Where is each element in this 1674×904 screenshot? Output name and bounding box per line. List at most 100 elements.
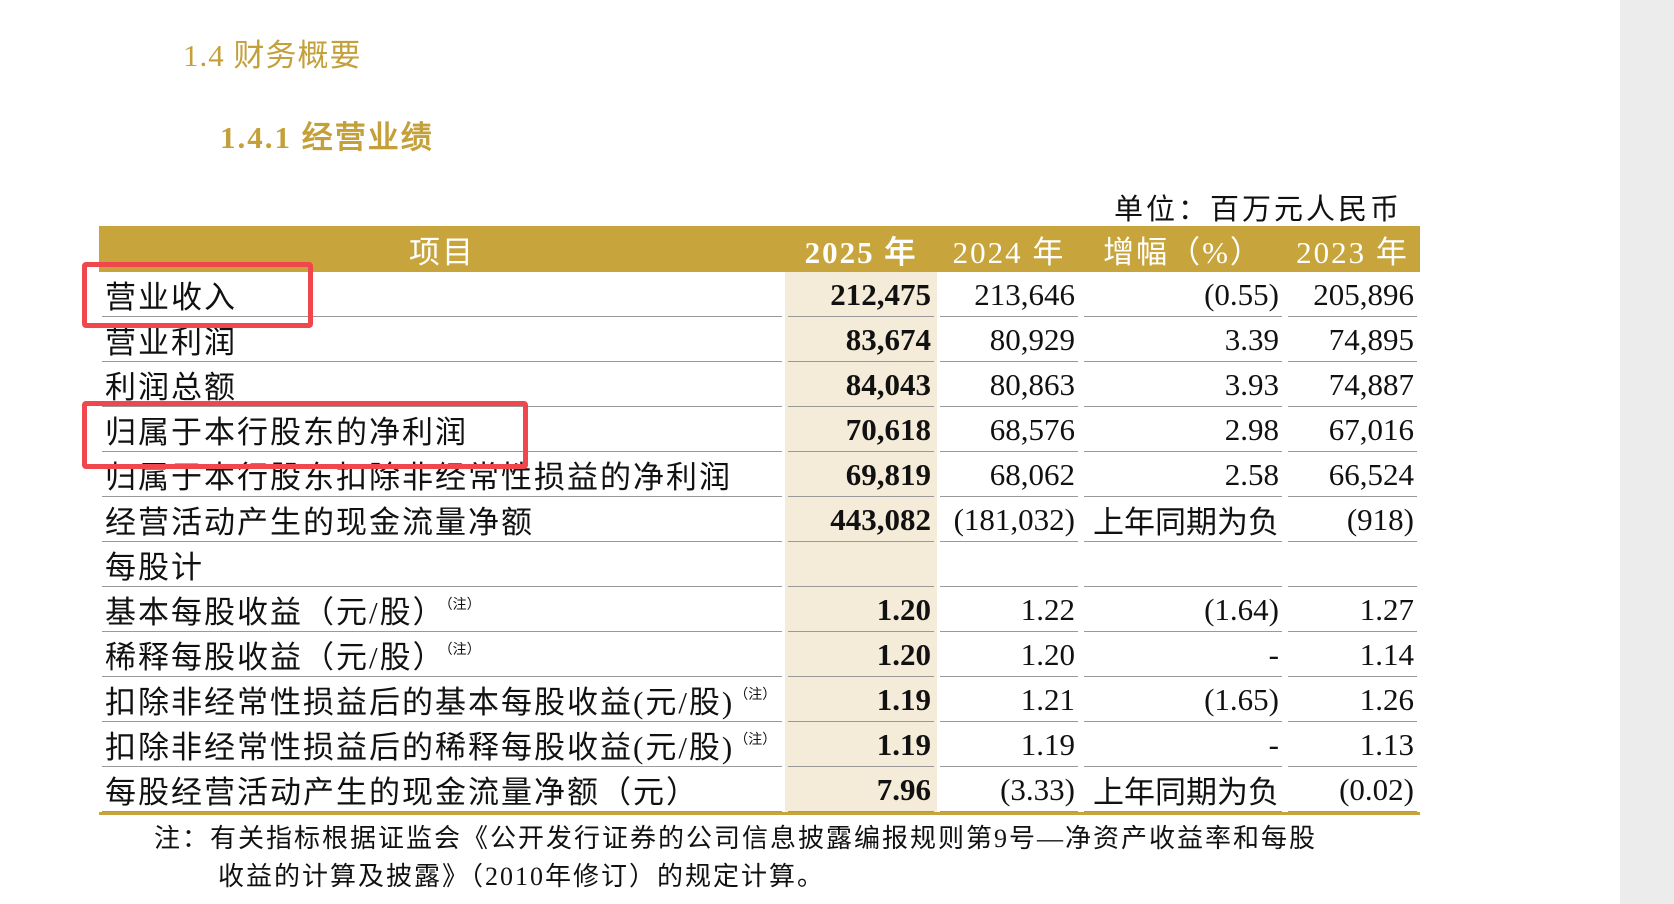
header-cell: 2023 年	[1285, 226, 1420, 272]
note-marker: （注）	[734, 688, 777, 703]
table-row: 归属于本行股东的净利润 70,618 68,576 2.98 67,016	[99, 407, 1420, 452]
label-text: 稀释每股收益（元/股）	[105, 640, 446, 675]
value-cell: 3.93	[1081, 362, 1285, 407]
row-label: 每股计	[99, 542, 785, 587]
value-cell: 3.39	[1081, 317, 1285, 362]
value-cell: 1.20	[785, 632, 937, 677]
row-label: 归属于本行股东的净利润	[99, 407, 785, 452]
note-marker: （注）	[445, 598, 481, 613]
value-cell: 84,043	[785, 362, 937, 407]
label-text: 归属于本行股东的净利润	[105, 415, 468, 450]
row-label: 稀释每股收益（元/股）（注）	[99, 632, 785, 677]
label-text: 扣除非经常性损益后的稀释每股收益(元/股)	[105, 730, 735, 765]
table-row: 营业利润 83,674 80,929 3.39 74,895	[99, 317, 1420, 362]
table-row: 基本每股收益（元/股）（注） 1.20 1.22 (1.64) 1.27	[99, 587, 1420, 632]
highlight-box	[82, 262, 313, 328]
value-cell: 1.19	[937, 722, 1081, 767]
value-cell: 66,524	[1285, 452, 1420, 497]
label-text: 营业利润	[105, 325, 237, 360]
empty-cell	[785, 542, 937, 587]
value-cell: 67,016	[1285, 407, 1420, 452]
table-row: 扣除非经常性损益后的稀释每股收益(元/股)（注） 1.19 1.19-1.13	[99, 722, 1420, 767]
value-cell: 上年同期为负	[1081, 767, 1285, 815]
value-cell: 1.20	[937, 632, 1081, 677]
label-text: 每股经营活动产生的现金流量净额（元）	[105, 775, 699, 810]
value-cell: 69,819	[785, 452, 937, 497]
table-row: 营业收入 212,475 213,646 (0.55) 205,896	[99, 272, 1420, 317]
value-cell: 1.21	[937, 677, 1081, 722]
row-label: 营业利润	[99, 317, 785, 362]
label-text: 扣除非经常性损益后的基本每股收益(元/股)	[105, 685, 735, 720]
row-label: 扣除非经常性损益后的稀释每股收益(元/股)（注）	[99, 722, 785, 767]
note-line: 注：有关指标根据证监会《公开发行证券的公司信息披露编报规则第9号—净资产收益率和…	[154, 824, 1318, 853]
value-cell: -	[1081, 632, 1285, 677]
label-text: 营业收入	[105, 280, 237, 315]
value-cell: 2.98	[1081, 407, 1285, 452]
unit: 单位：百万元人民币	[1113, 194, 1402, 226]
table-row: 经营活动产生的现金流量净额 443,082 (181,032) 上年同期为负 (918)	[99, 497, 1420, 542]
value-cell: (181,032)	[937, 497, 1081, 542]
value-cell: 1.26	[1285, 677, 1420, 722]
value-cell: 74,887	[1285, 362, 1420, 407]
value-cell: 68,576	[937, 407, 1081, 452]
table-body: 营业收入 212,475 213,646 (0.55) 205,896 营业利润 83,67…	[99, 272, 1420, 815]
value-cell: -	[1081, 722, 1285, 767]
value-cell: 70,618	[785, 407, 937, 452]
value-cell: 1.14	[1285, 632, 1420, 677]
note-marker: （注）	[734, 733, 777, 748]
label-text: 经营活动产生的现金流量净额	[105, 505, 534, 540]
table-row: 归属于本行股东扣除非经常性损益的净利润 69,819 68,062 2.58 66,52…	[99, 452, 1420, 497]
label-text: 每股计	[105, 550, 204, 585]
table-row: 每股经营活动产生的现金流量净额（元） 7.96 (3.33) 上年同期为负 (0.02)	[99, 767, 1420, 815]
value-cell: 2.58	[1081, 452, 1285, 497]
row-label: 基本每股收益（元/股）（注）	[99, 587, 785, 632]
value-cell: 80,863	[937, 362, 1081, 407]
scrollbar[interactable]	[1620, 0, 1674, 904]
value-cell: 1.13	[1285, 722, 1420, 767]
row-label: 经营活动产生的现金流量净额	[99, 497, 785, 542]
value-cell: (1.64)	[1081, 587, 1285, 632]
value-cell: 1.19	[785, 677, 937, 722]
value-cell: (0.02)	[1285, 767, 1420, 815]
value-cell: 213,646	[937, 272, 1081, 317]
header-cell: 增幅（%）	[1081, 226, 1285, 272]
row-label: 营业收入	[99, 272, 785, 317]
value-cell: 212,475	[785, 272, 937, 317]
value-cell: (918)	[1285, 497, 1420, 542]
header-cell: 2024 年	[937, 226, 1081, 272]
value-cell: (1.65)	[1081, 677, 1285, 722]
row-label: 每股经营活动产生的现金流量净额（元）	[99, 767, 785, 815]
empty-cell	[1285, 542, 1420, 587]
value-cell: 1.20	[785, 587, 937, 632]
value-cell: 1.19	[785, 722, 937, 767]
header-cell: 2025 年	[785, 226, 937, 272]
label-text: 基本每股收益（元/股）	[105, 595, 446, 630]
value-cell: 1.27	[1285, 587, 1420, 632]
subheading: 1.4.1 经营业绩	[220, 120, 434, 155]
table-row: 稀释每股收益（元/股）（注） 1.20 1.20-1.14	[99, 632, 1420, 677]
value-cell: 上年同期为负	[1081, 497, 1285, 542]
row-label: 扣除非经常性损益后的基本每股收益(元/股)（注）	[99, 677, 785, 722]
value-cell: 1.22	[937, 587, 1081, 632]
value-cell: 74,895	[1285, 317, 1420, 362]
empty-cell	[937, 542, 1081, 587]
value-cell: (3.33)	[937, 767, 1081, 815]
value-cell: 7.96	[785, 767, 937, 815]
highlight-box	[82, 401, 528, 469]
label-text: 利润总额	[105, 370, 237, 405]
value-cell: 205,896	[1285, 272, 1420, 317]
header-row: 项目 2025 年 2024 年增幅（%） 2023 年	[99, 226, 1420, 272]
value-cell: (0.55)	[1081, 272, 1285, 317]
empty-cell	[1081, 542, 1285, 587]
value-cell: 80,929	[937, 317, 1081, 362]
heading: 1.4 财务概要	[183, 38, 362, 73]
table-row: 扣除非经常性损益后的基本每股收益(元/股)（注） 1.19 1.21 (1.65) 1.…	[99, 677, 1420, 722]
row-label: 利润总额	[99, 362, 785, 407]
table: 项目 2025 年 2024 年增幅（%） 2023 年 营业收入 212,475 213…	[99, 226, 1420, 815]
table-row: 利润总额 84,043 80,863 3.93 74,887	[99, 362, 1420, 407]
note-line: 收益的计算及披露》（2010年修订）的规定计算。	[218, 862, 826, 891]
value-cell: 443,082	[785, 497, 937, 542]
note-marker: （注）	[445, 643, 481, 658]
value-cell: 68,062	[937, 452, 1081, 497]
